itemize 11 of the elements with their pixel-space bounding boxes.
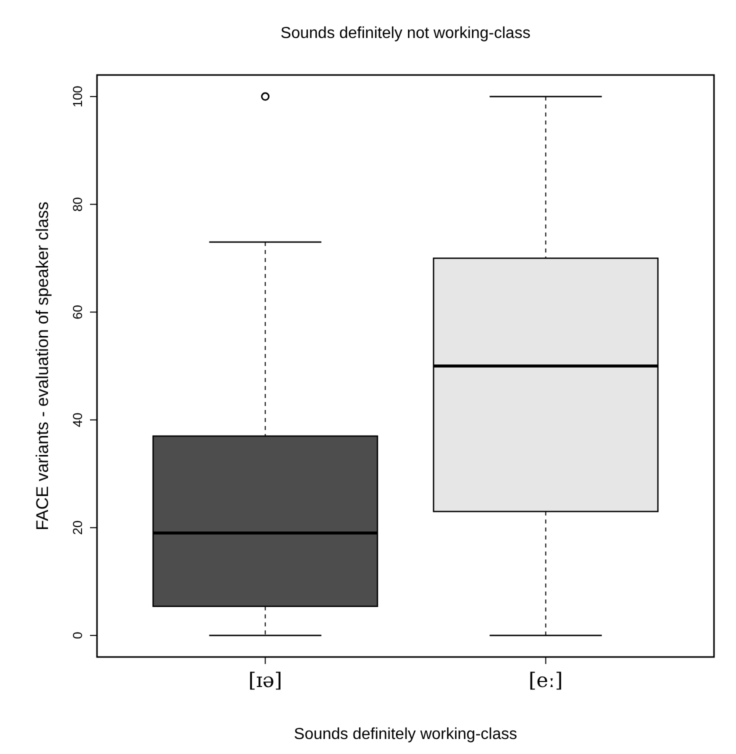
y-tick-label: 40 xyxy=(70,412,85,428)
y-tick-label: 60 xyxy=(70,304,85,320)
y-axis-title: FACE variants - evaluation of speaker class xyxy=(33,202,52,530)
x-axis-title: Sounds definitely working-class xyxy=(294,726,518,743)
y-tick-label: 0 xyxy=(70,632,85,640)
chart-title: Sounds definitely not working-class xyxy=(280,25,530,42)
y-tick-label: 80 xyxy=(70,197,85,212)
x-tick-label: [ɪə] xyxy=(248,668,282,692)
y-tick-label: 100 xyxy=(70,86,85,108)
x-tick-label: [eː] xyxy=(528,668,563,692)
y-tick-label: 20 xyxy=(70,520,85,535)
